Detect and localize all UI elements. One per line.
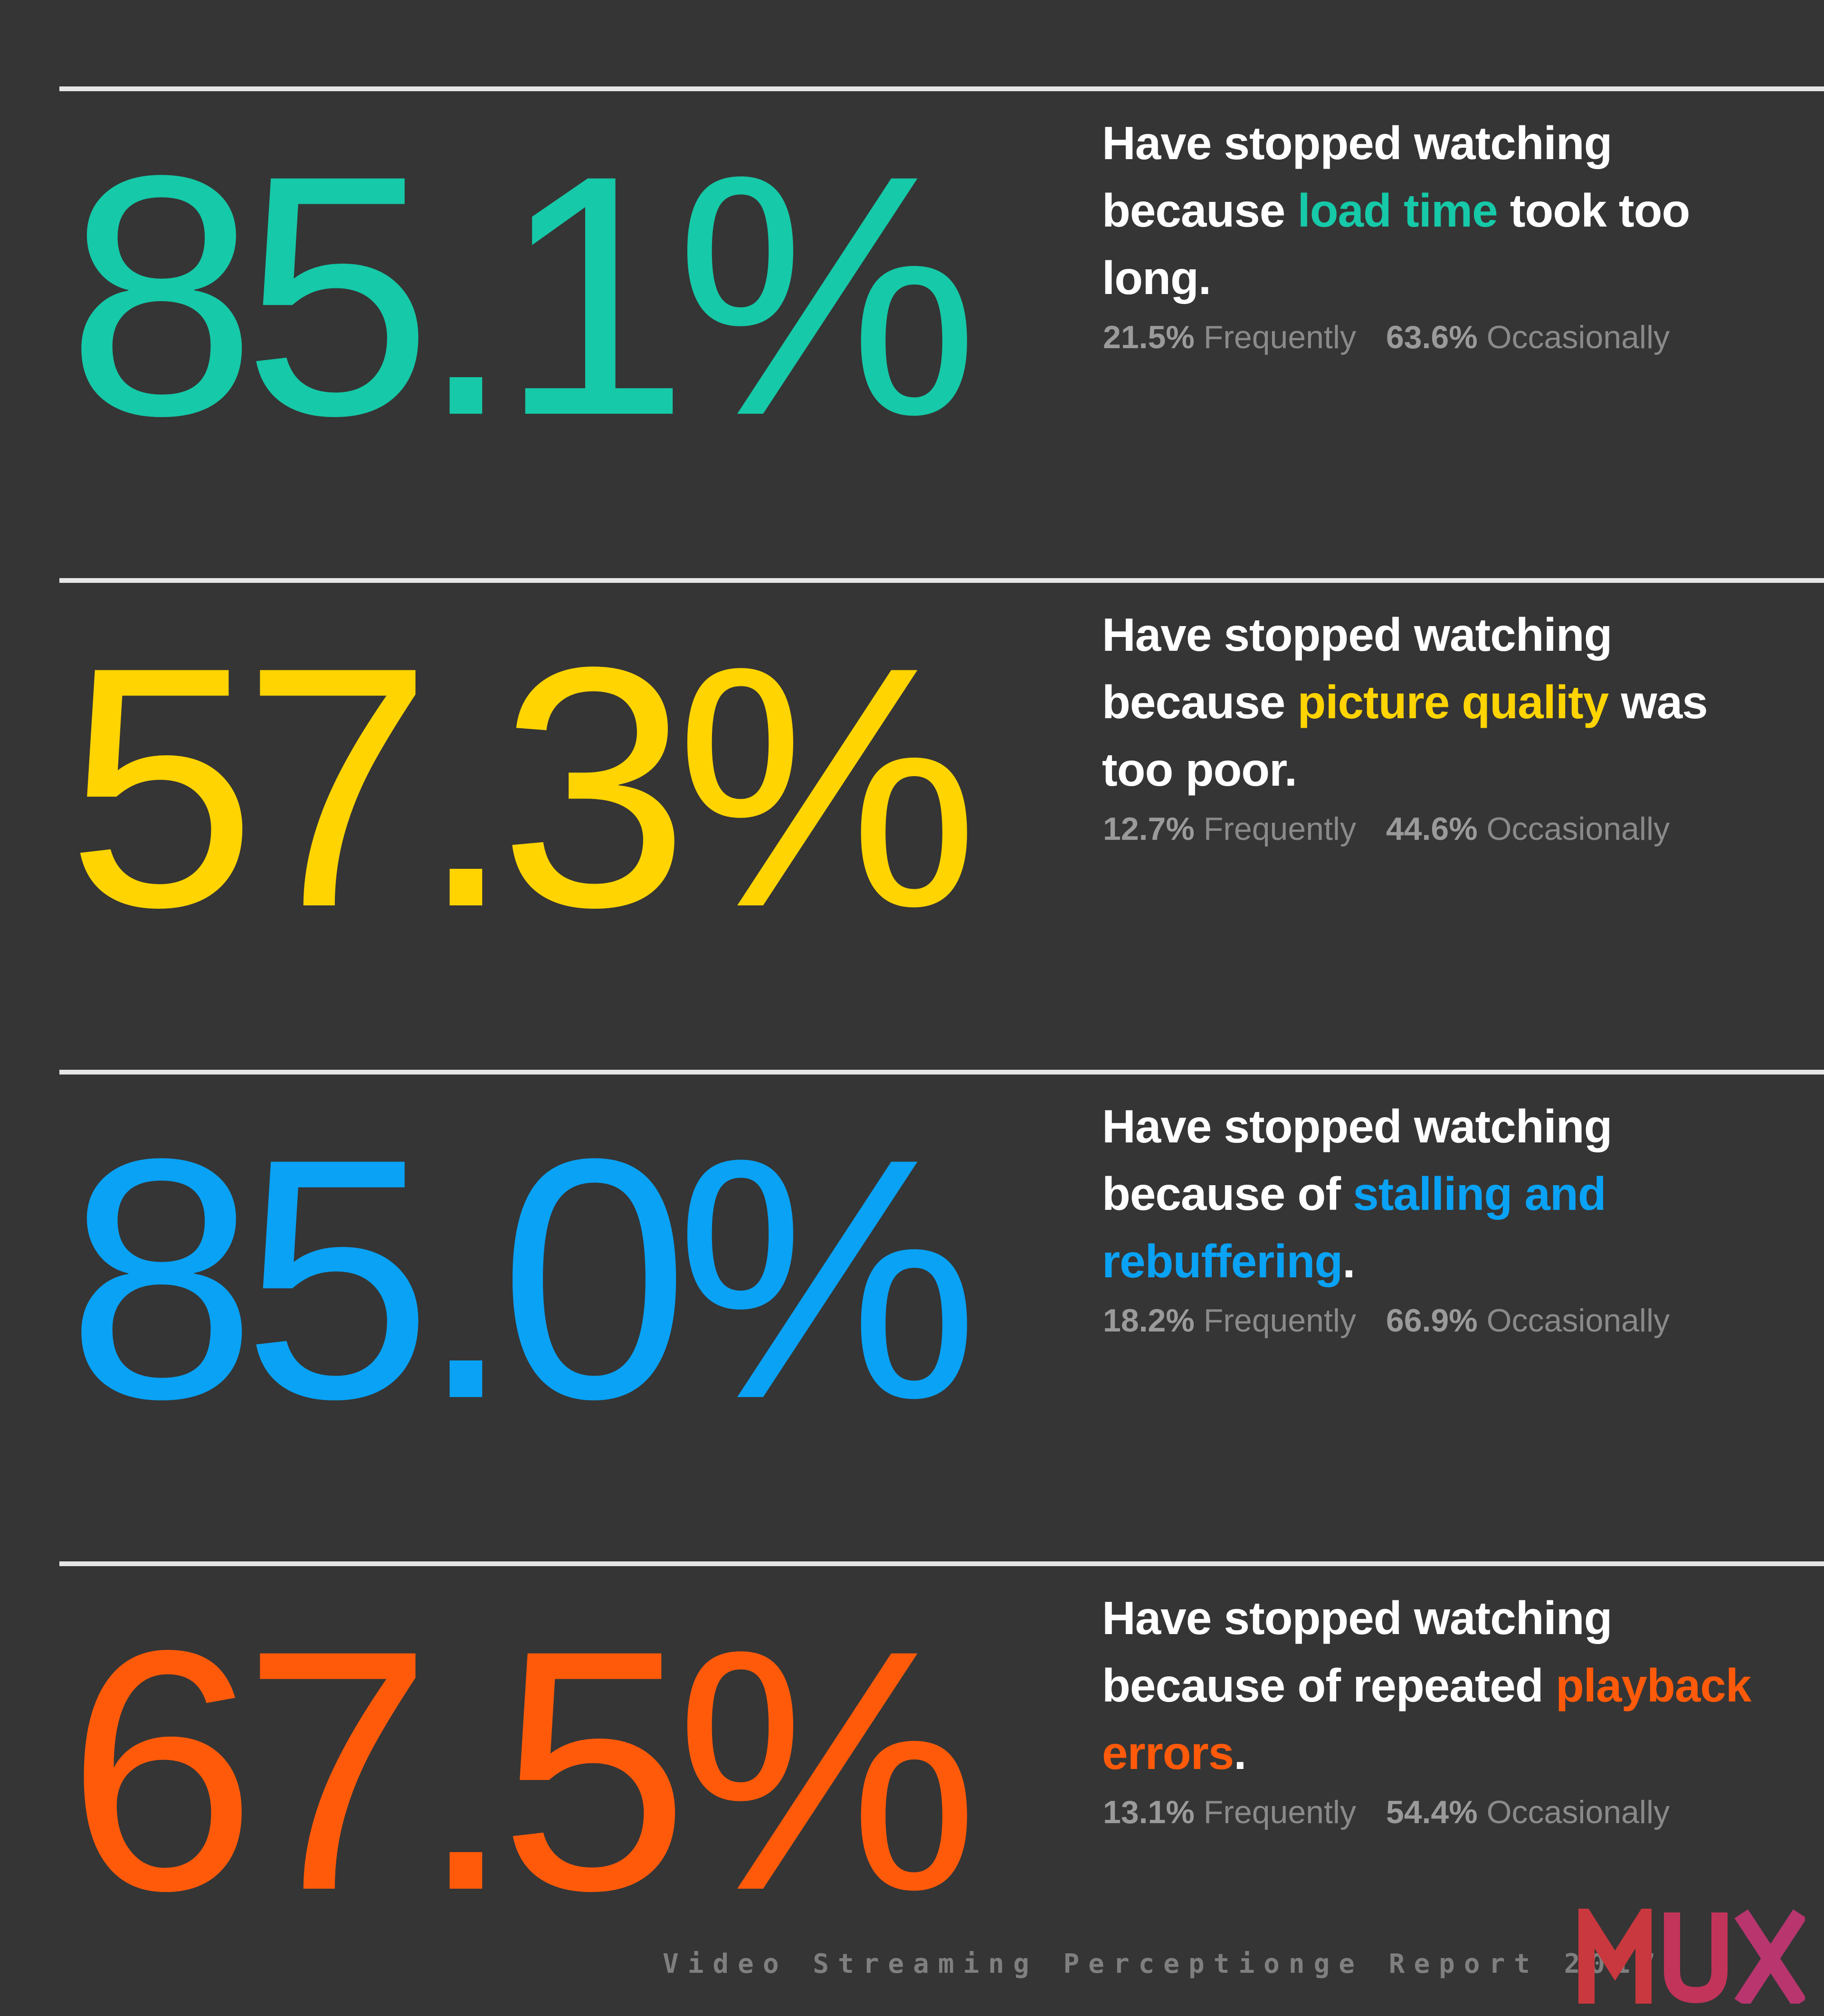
stat-breakdown: 12.7% Frequently 44.6% Occasionally: [1103, 810, 1670, 848]
stat-breakdown: 18.2% Frequently 66.9% Occasionally: [1103, 1302, 1670, 1340]
occasionally-label: Occasionally: [1486, 811, 1670, 847]
stat-line1: Have stopped watching: [1102, 117, 1613, 169]
stat-post: .: [1234, 1727, 1246, 1779]
stat-post: .: [1342, 1235, 1355, 1287]
occasionally-label: Occasionally: [1486, 1794, 1670, 1830]
stat-breakdown: 21.5% Frequently 63.6% Occasionally: [1103, 318, 1670, 356]
report-title: Video Streaming Perceptionge Report 2017: [663, 1949, 1664, 1979]
stat-breakdown: 13.1% Frequently 54.4% Occasionally: [1103, 1793, 1670, 1831]
frequently-value: 12.7%: [1103, 811, 1195, 847]
frequently-label: Frequently: [1203, 319, 1356, 355]
stat-highlight: stalling and rebuffering: [1102, 1168, 1606, 1287]
stat-description: Have stopped watching because of repeate…: [1102, 1584, 1791, 1787]
occasionally-value: 66.9%: [1386, 1303, 1478, 1339]
frequently-value: 21.5%: [1103, 319, 1195, 355]
divider-rule: [59, 1561, 1824, 1566]
stat-percentage: 57.3%: [66, 596, 979, 978]
occasionally-label: Occasionally: [1486, 1303, 1670, 1339]
stat-description: Have stopped watching because load time …: [1102, 109, 1791, 312]
stat-highlight: playback errors: [1102, 1659, 1751, 1779]
frequently-label: Frequently: [1203, 811, 1356, 847]
stat-pre: because: [1102, 184, 1298, 237]
frequently-value: 13.1%: [1103, 1794, 1195, 1830]
occasionally-value: 54.4%: [1386, 1794, 1478, 1830]
occasionally-value: 44.6%: [1386, 811, 1478, 847]
stat-description: Have stopped watching because of stallin…: [1102, 1093, 1791, 1295]
mux-logo: [1578, 1909, 1805, 2004]
frequently-label: Frequently: [1203, 1303, 1356, 1339]
divider-rule: [59, 578, 1824, 583]
frequently-label: Frequently: [1203, 1794, 1356, 1830]
stat-pre: because of repeated: [1102, 1659, 1556, 1712]
stat-pre: because of: [1102, 1168, 1353, 1220]
stat-line1: Have stopped watching: [1102, 609, 1613, 661]
stat-percentage: 85.1%: [66, 104, 979, 486]
stat-highlight: load time: [1297, 184, 1498, 237]
stat-highlight: picture quality: [1297, 676, 1609, 728]
divider-rule: [59, 1070, 1824, 1075]
stat-pre: because: [1102, 676, 1298, 728]
stat-stalling-rebuffering: 85.0% Have stopped watching because of s…: [0, 1075, 1824, 1564]
stat-post: took too long.: [1102, 184, 1690, 304]
occasionally-value: 63.6%: [1386, 319, 1478, 355]
stat-playback-errors: 67.5% Have stopped watching because of r…: [0, 1566, 1824, 2016]
occasionally-label: Occasionally: [1486, 319, 1670, 355]
stat-line1: Have stopped watching: [1102, 1592, 1613, 1644]
stat-percentage: 85.0%: [66, 1087, 979, 1470]
divider-rule: [59, 86, 1824, 91]
frequently-value: 18.2%: [1103, 1303, 1195, 1339]
stat-load-time: 85.1% Have stopped watching because load…: [0, 91, 1824, 580]
stat-percentage: 67.5%: [66, 1579, 979, 1961]
stat-line1: Have stopped watching: [1102, 1100, 1613, 1152]
stat-description: Have stopped watching because picture qu…: [1102, 601, 1791, 803]
stat-post: was too poor.: [1102, 676, 1708, 796]
stat-picture-quality: 57.3% Have stopped watching because pict…: [0, 583, 1824, 1072]
